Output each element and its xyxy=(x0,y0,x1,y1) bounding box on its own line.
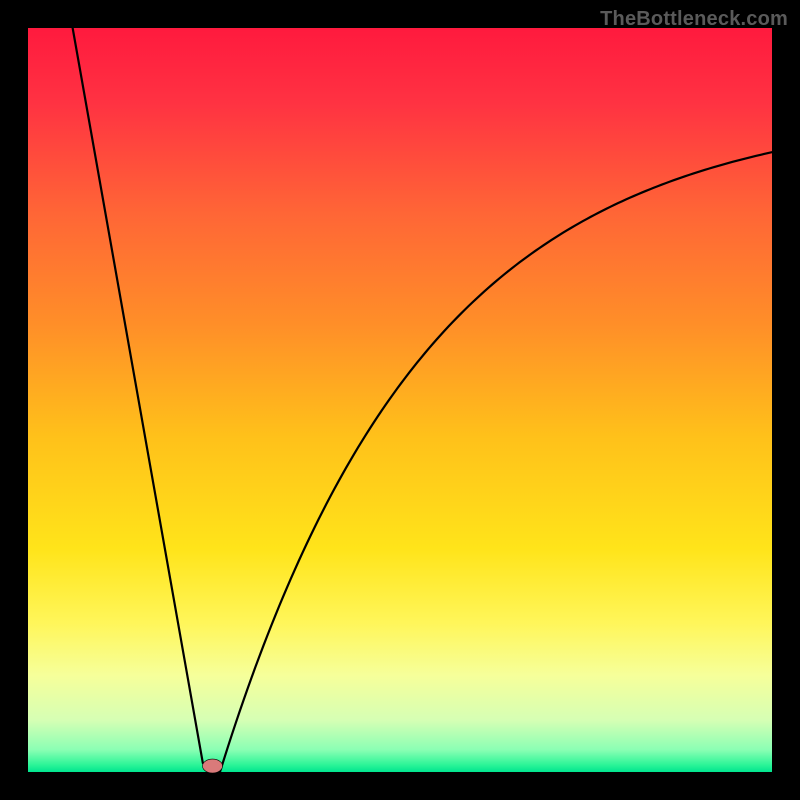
sweet-spot-marker xyxy=(203,759,223,773)
chart-container: TheBottleneck.com xyxy=(0,0,800,800)
watermark-text: TheBottleneck.com xyxy=(600,8,788,31)
chart-svg xyxy=(0,0,800,800)
